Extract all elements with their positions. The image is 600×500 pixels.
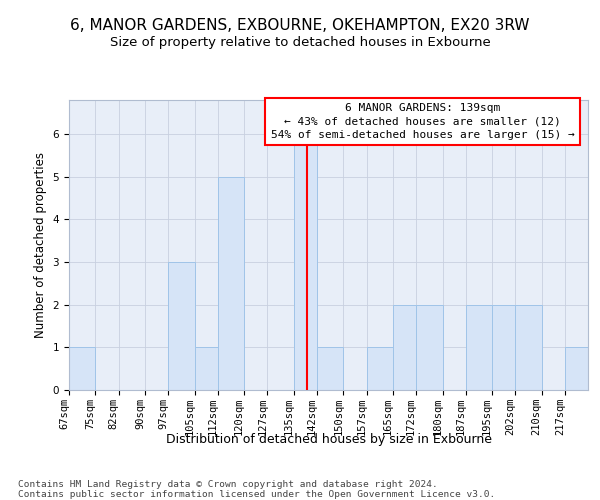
Bar bbox=[317, 348, 343, 390]
Bar bbox=[565, 348, 588, 390]
Text: Distribution of detached houses by size in Exbourne: Distribution of detached houses by size … bbox=[166, 432, 492, 446]
Text: 6, MANOR GARDENS, EXBOURNE, OKEHAMPTON, EX20 3RW: 6, MANOR GARDENS, EXBOURNE, OKEHAMPTON, … bbox=[70, 18, 530, 32]
Bar bbox=[194, 348, 218, 390]
Bar bbox=[367, 348, 393, 390]
Bar bbox=[416, 304, 443, 390]
Bar bbox=[466, 304, 492, 390]
Text: 6 MANOR GARDENS: 139sqm
← 43% of detached houses are smaller (12)
54% of semi-de: 6 MANOR GARDENS: 139sqm ← 43% of detache… bbox=[271, 103, 575, 140]
Y-axis label: Number of detached properties: Number of detached properties bbox=[34, 152, 47, 338]
Text: Contains HM Land Registry data © Crown copyright and database right 2024.
Contai: Contains HM Land Registry data © Crown c… bbox=[18, 480, 495, 499]
Bar bbox=[218, 177, 244, 390]
Bar bbox=[492, 304, 515, 390]
Bar bbox=[294, 134, 317, 390]
Bar bbox=[393, 304, 416, 390]
Bar bbox=[69, 348, 95, 390]
Text: Size of property relative to detached houses in Exbourne: Size of property relative to detached ho… bbox=[110, 36, 490, 49]
Bar bbox=[515, 304, 542, 390]
Bar bbox=[168, 262, 194, 390]
